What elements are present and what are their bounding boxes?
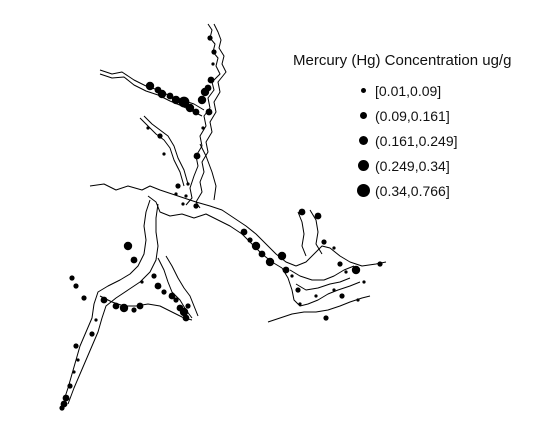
sample-point xyxy=(282,266,290,274)
sample-point xyxy=(314,212,322,220)
sample-point xyxy=(251,241,261,251)
legend-dot-icon xyxy=(355,112,371,119)
sample-point xyxy=(162,152,166,156)
sample-point xyxy=(211,49,217,55)
sample-point xyxy=(186,182,190,186)
legend-item: [0.01,0.09] xyxy=(355,78,511,103)
legend-dot-icon xyxy=(355,160,371,171)
sample-point xyxy=(146,126,150,130)
sample-point xyxy=(67,383,73,389)
sample-point xyxy=(73,343,79,349)
legend-item: (0.09,0.161] xyxy=(355,103,511,128)
legend-label: (0.09,0.161] xyxy=(375,107,450,124)
sample-point xyxy=(100,296,108,304)
sample-point xyxy=(112,302,120,310)
sample-point xyxy=(332,246,336,250)
legend-title: Mercury (Hg) Concentration ug/g xyxy=(293,52,512,69)
sample-point xyxy=(339,293,345,299)
sample-point xyxy=(184,194,188,198)
sample-point xyxy=(332,288,336,292)
sample-point xyxy=(265,257,275,267)
sample-point xyxy=(258,250,266,258)
sample-point xyxy=(185,303,191,309)
sample-point xyxy=(72,370,76,374)
sample-point xyxy=(179,307,189,317)
sample-point xyxy=(140,280,144,284)
legend-item: (0.161,0.249] xyxy=(355,128,511,153)
sample-point xyxy=(277,251,287,261)
sample-point xyxy=(157,89,167,99)
legend-label: (0.161,0.249] xyxy=(375,132,458,149)
sample-point xyxy=(136,302,144,310)
sample-point xyxy=(247,237,253,243)
sample-point xyxy=(168,292,176,300)
sample-point xyxy=(207,35,213,41)
sample-point xyxy=(89,331,95,337)
sample-point xyxy=(119,303,129,313)
legend-dot-icon xyxy=(355,184,371,197)
sample-point xyxy=(73,283,79,289)
sample-point xyxy=(130,256,138,264)
legend-label: (0.34,0.766] xyxy=(375,182,450,199)
sample-point xyxy=(175,183,181,189)
legend-item: (0.34,0.766] xyxy=(355,178,511,203)
sample-point xyxy=(240,228,248,236)
sample-point xyxy=(295,287,301,293)
sample-points xyxy=(59,35,383,411)
sample-point xyxy=(81,295,87,301)
sample-point xyxy=(131,307,137,313)
sample-point xyxy=(69,275,75,281)
sample-point xyxy=(351,265,361,275)
sample-point xyxy=(173,297,179,303)
map-legend: Mercury (Hg) Concentration ug/g [0.01,0.… xyxy=(293,52,511,203)
sample-point xyxy=(337,261,343,267)
sample-point xyxy=(201,126,205,130)
sample-point xyxy=(151,273,157,279)
sample-point xyxy=(193,152,201,160)
sample-point xyxy=(185,103,195,113)
sample-point xyxy=(178,96,190,108)
sample-point xyxy=(76,358,80,362)
sample-point xyxy=(362,280,366,284)
sample-point xyxy=(323,315,329,321)
sample-point xyxy=(356,298,360,302)
sample-point xyxy=(59,405,65,411)
sample-point xyxy=(171,95,181,105)
sample-point xyxy=(154,282,162,290)
legend-dot-icon xyxy=(355,88,371,93)
sample-point xyxy=(298,302,302,306)
sample-point xyxy=(204,84,212,92)
sample-point xyxy=(182,314,190,322)
sample-point xyxy=(298,208,306,216)
legend-dot-icon xyxy=(355,136,371,145)
sample-point xyxy=(205,108,213,116)
reservoir-shoreline xyxy=(63,23,387,405)
sample-point xyxy=(377,261,383,267)
sample-point xyxy=(290,274,294,278)
sample-point xyxy=(344,270,348,274)
legend-item: (0.249,0.34] xyxy=(355,153,511,178)
sample-point xyxy=(157,133,163,139)
sample-point xyxy=(181,202,185,206)
legend-label: [0.01,0.09] xyxy=(375,82,442,99)
sample-point xyxy=(197,95,207,105)
sample-point xyxy=(145,81,155,91)
sample-point xyxy=(161,289,167,295)
sample-point xyxy=(321,239,327,245)
sample-point xyxy=(193,203,199,209)
sample-point xyxy=(207,76,215,84)
sample-point xyxy=(166,92,174,100)
sample-point xyxy=(314,294,318,298)
sample-point xyxy=(94,318,98,322)
sample-point xyxy=(62,394,70,402)
sample-point xyxy=(174,192,178,196)
sample-point xyxy=(192,108,200,116)
legend-label: (0.249,0.34] xyxy=(375,157,450,174)
sample-point xyxy=(211,62,215,66)
sample-point xyxy=(123,241,133,251)
